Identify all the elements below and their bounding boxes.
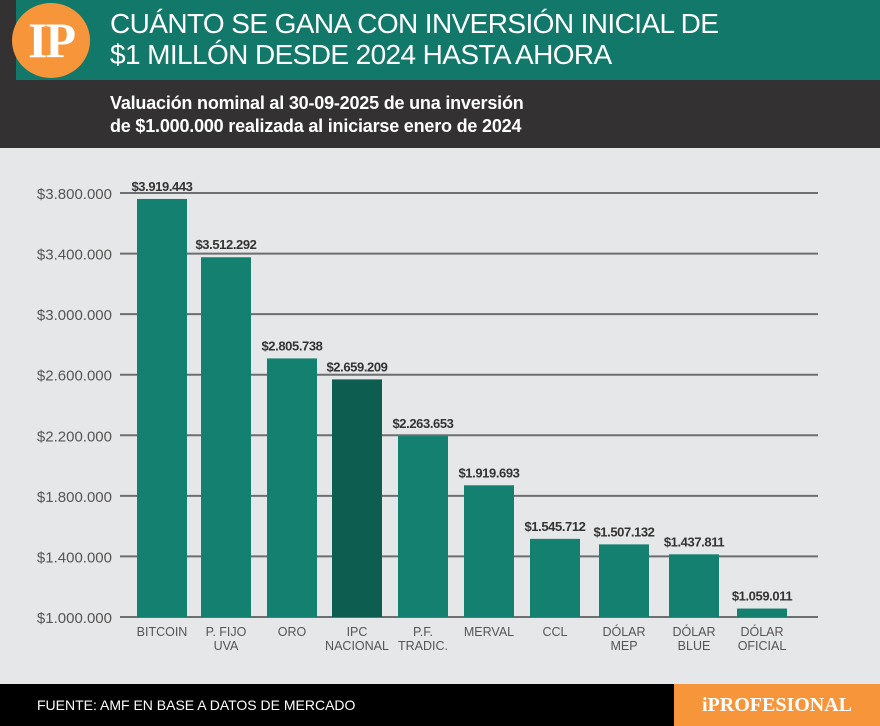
data-label: $1.919.693 <box>458 465 519 480</box>
x-tick-label: DÓLAR <box>672 624 715 639</box>
data-label: $3.919.443 <box>131 179 192 194</box>
header-left-band <box>0 0 16 80</box>
x-tick-label: BITCOIN <box>137 625 188 639</box>
bar <box>669 554 719 617</box>
data-label: $2.263.653 <box>392 416 453 431</box>
x-tick-label: DÓLAR <box>740 624 783 639</box>
subtitle-line-1: Valuación nominal al 30-09-2025 de una i… <box>110 93 524 113</box>
y-tick-label: $2.600.000 <box>37 368 112 385</box>
bar <box>267 358 317 617</box>
title-line-2: $1 MILLÓN DESDE 2024 HASTA AHORA <box>110 39 612 70</box>
data-label: $2.805.738 <box>261 338 322 353</box>
brand-badge: iPROFESIONAL <box>674 684 880 726</box>
y-tick-label: $1.400.000 <box>37 549 112 566</box>
data-label: $2.659.209 <box>326 359 387 374</box>
data-label: $3.512.292 <box>195 237 256 252</box>
chart-subtitle: Valuación nominal al 30-09-2025 de una i… <box>110 92 524 138</box>
bar <box>201 257 251 617</box>
title-line-1: CUÁNTO SE GANA CON INVERSIÓN INICIAL DE <box>110 8 719 39</box>
header-banner <box>0 0 880 80</box>
x-tick-label: CCL <box>542 625 567 639</box>
x-tick-label: UVA <box>214 639 239 653</box>
x-tick-label: ORO <box>278 625 307 639</box>
bar <box>137 198 187 617</box>
bar <box>332 379 382 617</box>
subtitle-line-2: de $1.000.000 realizada al iniciarse ene… <box>110 116 522 136</box>
x-tick-label: MERVAL <box>464 625 514 639</box>
y-tick-label: $3.400.000 <box>37 247 112 264</box>
x-tick-label: MEP <box>610 639 637 653</box>
y-tick-label: $3.000.000 <box>37 307 112 324</box>
brand-name: iPROFESIONAL <box>701 694 853 716</box>
bar <box>737 608 787 617</box>
bar-chart: $1.000.000 $1.400.000 $1.800.000 $2.200.000… <box>37 179 818 653</box>
y-tick-label: $1.800.000 <box>37 489 112 506</box>
bar <box>398 436 448 617</box>
bar <box>599 544 649 617</box>
source-note: FUENTE: AMF EN BASE A DATOS DE MERCADO <box>37 697 356 713</box>
x-tick-label: BLUE <box>678 639 711 653</box>
iprofesional-logo: IP <box>12 3 90 78</box>
subheader-banner <box>0 80 880 148</box>
chart-title: CUÁNTO SE GANA CON INVERSIÓN INICIAL DE … <box>110 8 719 70</box>
data-label: $1.059.011 <box>732 589 793 604</box>
y-tick-label: $1.000.000 <box>37 610 112 627</box>
y-tick-label: $3.800.000 <box>37 186 112 203</box>
x-tick-label: P. FIJO <box>206 625 247 639</box>
x-tick-label: IPC <box>347 625 368 639</box>
x-tick-label: DÓLAR <box>602 624 645 639</box>
data-label: $1.545.712 <box>524 519 585 534</box>
x-tick-label: TRADIC. <box>398 639 448 653</box>
x-tick-label: OFICIAL <box>738 639 787 653</box>
data-label: $1.437.811 <box>664 534 725 549</box>
x-tick-label: NACIONAL <box>325 639 389 653</box>
bar <box>530 538 580 617</box>
y-tick-label: $2.200.000 <box>37 428 112 445</box>
bar <box>464 485 514 617</box>
x-tick-label: P.F. <box>413 625 433 639</box>
data-label: $1.507.132 <box>593 524 654 539</box>
